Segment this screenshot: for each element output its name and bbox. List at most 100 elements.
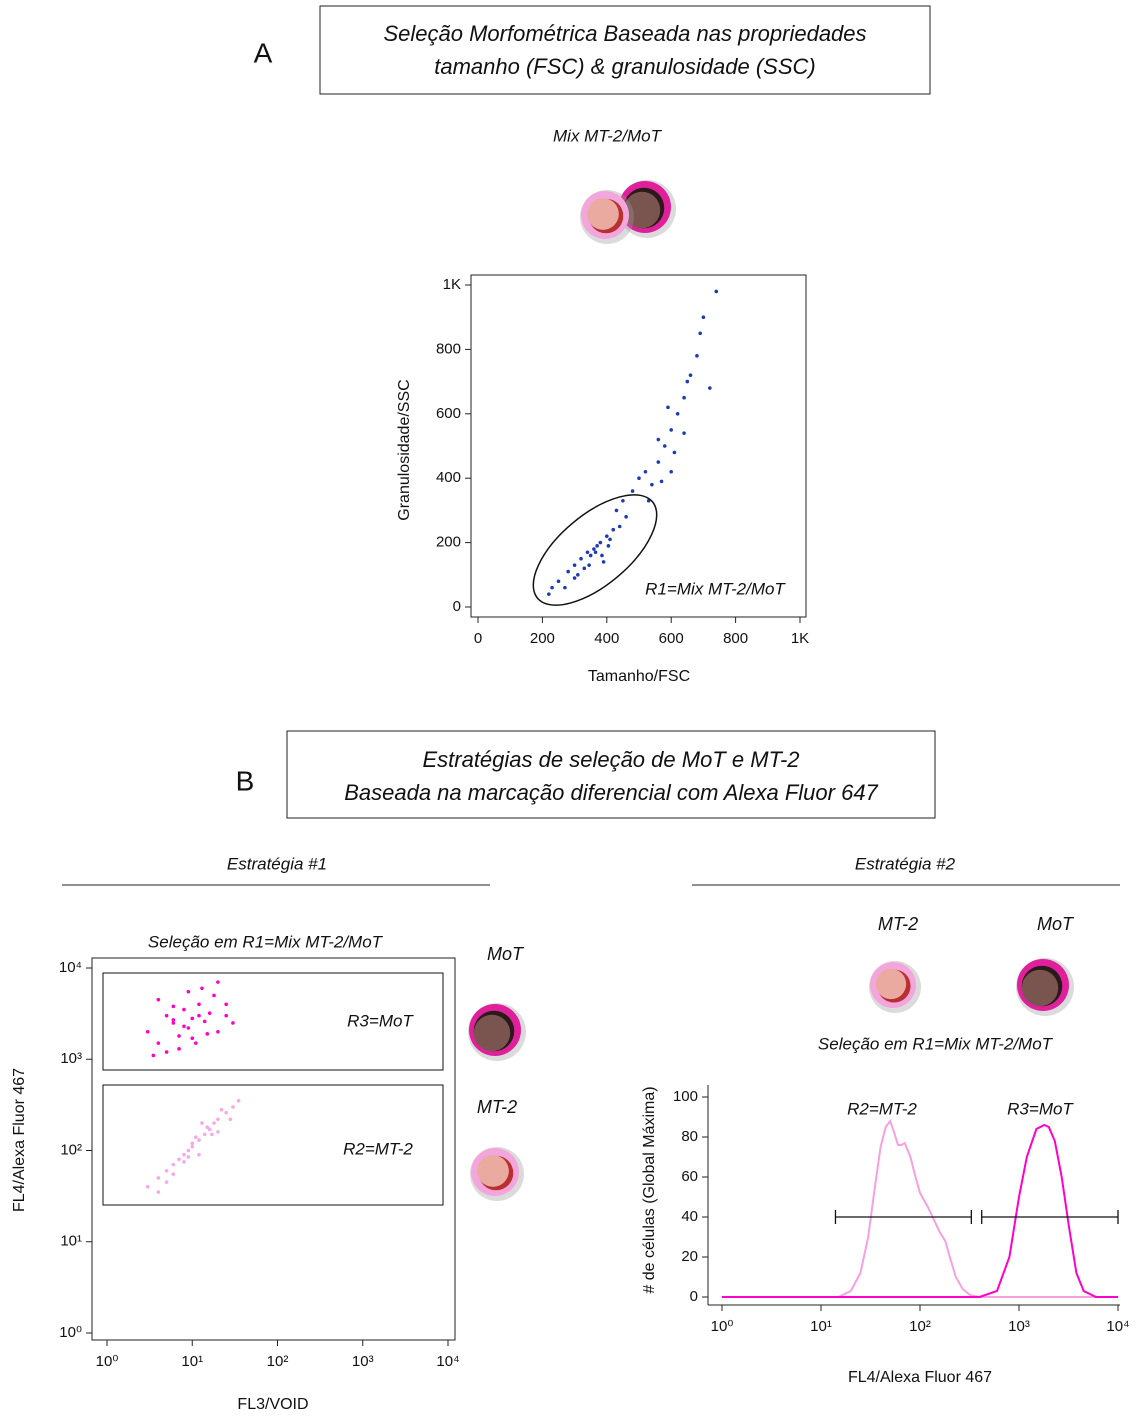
point	[708, 386, 712, 390]
point	[219, 1107, 224, 1112]
point	[224, 1013, 228, 1018]
point	[202, 1132, 207, 1137]
point	[643, 469, 648, 474]
box-text: Seleção Morfométrica Baseada nas proprie…	[383, 21, 866, 46]
histogram-line	[722, 1118, 1118, 1298]
y-axis-title: Granulosidade/SSC	[396, 379, 413, 520]
x-tick-label: 10³	[352, 1353, 374, 1370]
point	[688, 373, 693, 377]
point	[207, 1011, 212, 1015]
point	[216, 1029, 220, 1034]
cell	[580, 190, 634, 244]
point	[547, 592, 551, 596]
cell	[1016, 958, 1074, 1016]
point	[216, 980, 220, 984]
point	[156, 1041, 161, 1045]
y-tick-label: 10¹	[60, 1233, 82, 1250]
point	[662, 444, 667, 448]
point	[156, 1190, 161, 1194]
point	[190, 1016, 195, 1021]
point	[182, 1024, 186, 1029]
point	[656, 460, 661, 464]
y-tick-label: 400	[436, 469, 461, 486]
point	[177, 1157, 181, 1162]
point	[550, 585, 554, 590]
point	[205, 1125, 210, 1130]
x-tick-label: 10³	[1008, 1318, 1030, 1335]
point	[675, 412, 680, 416]
cell-label: MT-2	[878, 914, 918, 934]
cell	[468, 1003, 526, 1061]
point	[595, 544, 599, 548]
point	[669, 469, 673, 474]
point	[200, 1121, 204, 1125]
gate-label: R2=MT-2	[847, 1099, 917, 1118]
point	[695, 354, 699, 358]
x-tick-label: 200	[530, 630, 555, 647]
y-tick-label: 40	[681, 1208, 698, 1225]
point	[587, 563, 591, 567]
x-tick-label: 10⁰	[711, 1318, 734, 1335]
point	[164, 1050, 169, 1054]
chart: 0 200 400 600 800 1K 0 200 400 600 800 1K Tamanho/FS…	[396, 274, 809, 685]
point	[566, 569, 570, 574]
point	[212, 1121, 216, 1125]
point	[608, 537, 612, 542]
point	[171, 1004, 176, 1009]
point	[572, 576, 577, 580]
point	[605, 534, 609, 538]
point	[186, 989, 191, 994]
x-tick-label: 800	[723, 630, 748, 647]
y-tick-label: 10⁰	[59, 1324, 82, 1341]
point	[210, 1132, 214, 1137]
chart-title: Seleção em R1=Mix MT-2/MoT	[148, 932, 384, 951]
point	[212, 993, 216, 998]
strategy-title: Estratégia #1	[227, 854, 327, 873]
point	[197, 1002, 201, 1007]
x-axis-title: FL3/VOID	[237, 1396, 308, 1413]
point	[698, 331, 702, 336]
point	[231, 1021, 235, 1025]
point	[611, 527, 616, 532]
point	[190, 1036, 195, 1041]
gate	[102, 972, 444, 1071]
point	[216, 1117, 220, 1122]
point	[600, 553, 604, 558]
sample-title: Mix MT-2/MoT	[553, 126, 663, 145]
point	[202, 1019, 207, 1024]
y-axis-title: # de células (Global Máxima)	[641, 1086, 658, 1293]
point	[197, 1138, 201, 1142]
y-tick-label: 10⁴	[59, 959, 82, 976]
point	[582, 566, 587, 571]
cell-label: MoT	[1037, 914, 1075, 934]
point	[656, 437, 661, 442]
point	[236, 1099, 241, 1103]
gate-bar	[981, 1210, 1119, 1224]
cell-label: MoT	[487, 944, 525, 964]
point	[630, 489, 635, 493]
strategy-title: Estratégia #2	[855, 854, 956, 873]
point	[572, 563, 577, 567]
point	[186, 1026, 191, 1030]
point	[614, 508, 619, 513]
x-axis-title: Tamanho/FSC	[588, 668, 690, 685]
point	[190, 1141, 195, 1146]
point	[556, 579, 561, 584]
cell-nucleus	[875, 968, 907, 1000]
point	[151, 1053, 156, 1058]
point	[171, 1162, 176, 1167]
box-text: Estratégias de seleção de MoT e MT-2	[422, 747, 799, 772]
point	[598, 540, 603, 545]
chart: 10⁰ 10¹ 10² 10³ 10⁴ 0 20 40 60 80 100 FL4/Alexa Flu…	[641, 1034, 1129, 1386]
point	[672, 450, 677, 455]
point	[592, 547, 596, 551]
point	[193, 1041, 198, 1045]
x-tick-label: 10¹	[181, 1353, 203, 1370]
point	[200, 986, 204, 991]
y-axis-title: FL4/Alexa Fluor 467	[11, 1068, 28, 1212]
title-box	[319, 5, 931, 95]
y-tick-label: 200	[436, 534, 461, 551]
point	[197, 1152, 201, 1157]
plot-frame	[470, 274, 807, 618]
